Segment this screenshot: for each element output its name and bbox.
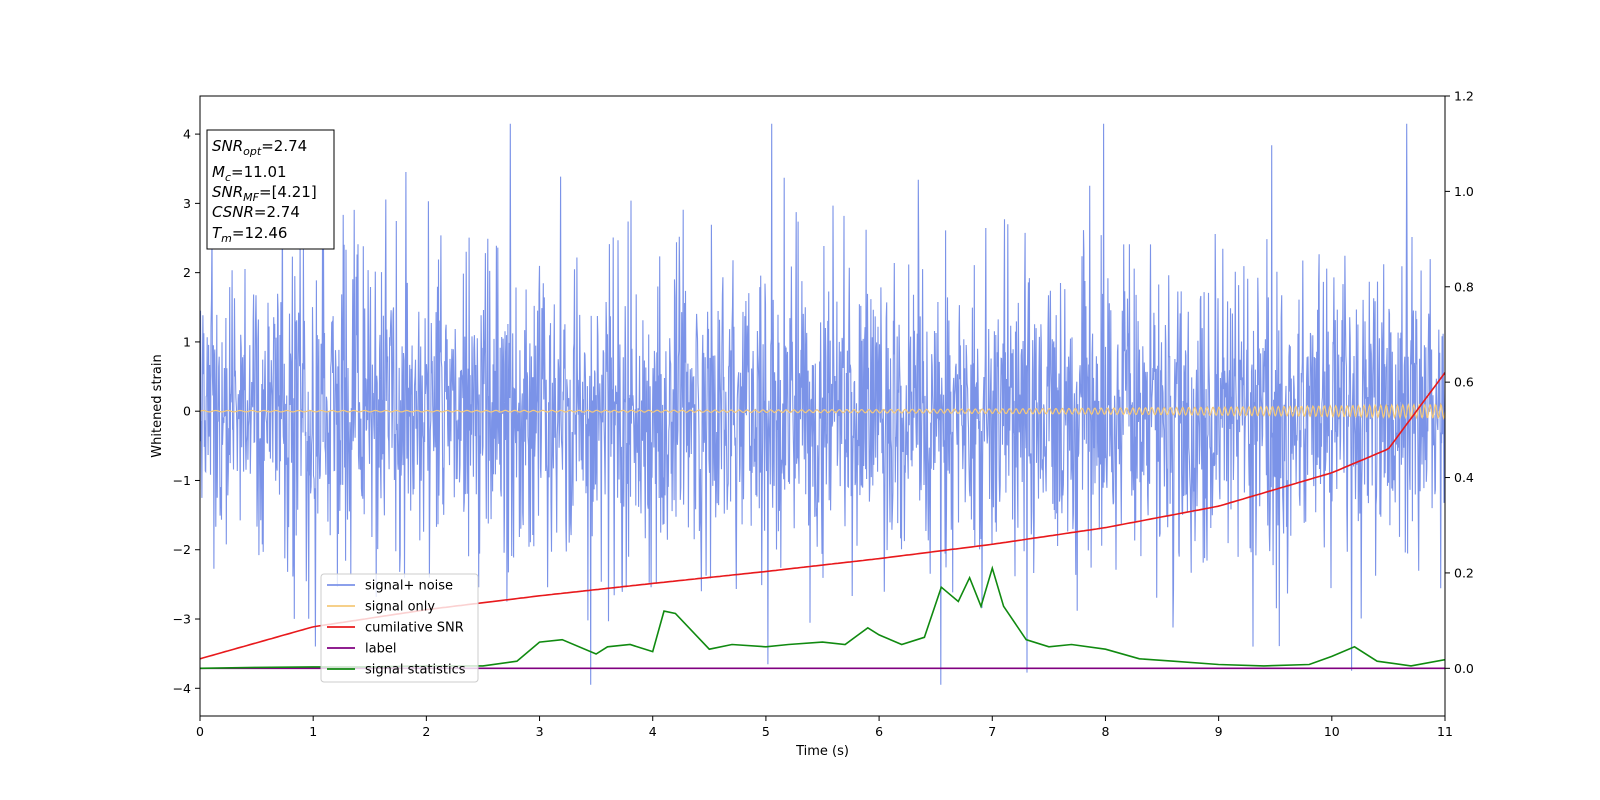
x-tick-label: 1 (309, 724, 317, 739)
x-tick-label: 8 (1101, 724, 1109, 739)
series-signal-noise (200, 123, 1445, 685)
legend-entry: label (365, 642, 396, 657)
x-tick-label: 11 (1437, 724, 1453, 739)
x-axis-label: Time (s) (795, 744, 849, 759)
series-signal-only (200, 402, 1445, 420)
annotation-subscript: opt (243, 145, 262, 158)
annotation-line: SNRMF=[4.21] (212, 183, 317, 204)
y-right-tick-label: 0.8 (1454, 279, 1474, 294)
x-tick-label: 2 (422, 724, 430, 739)
y-left-tick-label: −2 (173, 542, 191, 557)
annotation-value: =[4.21] (259, 183, 317, 201)
x-tick-label: 10 (1324, 724, 1340, 739)
annotation-box-frame (206, 129, 335, 250)
legend-frame (320, 573, 479, 683)
x-tick-label: 6 (875, 724, 883, 739)
y-left-tick-label: −3 (173, 612, 191, 627)
annotation-line: Mc=11.01 (212, 163, 287, 184)
x-tick-label: 0 (196, 724, 204, 739)
annotation-value: =11.01 (231, 163, 287, 181)
y-right-tick-label: 0.2 (1454, 565, 1474, 580)
annotation-box: SNRopt=2.74Mc=11.01SNRMF=[4.21]CSNR=2.74… (206, 129, 335, 250)
y-left-tick-label: 4 (183, 127, 191, 142)
x-tick-label: 4 (649, 724, 657, 739)
y-left-tick-label: −4 (173, 681, 191, 696)
annotation-subscript: MF (243, 191, 259, 204)
ticks-layer: 0 1 2 3 4 5 6 7 8 9 10 11 −4 −3 −2 −1 0 1 2 3 4 0.0 0.2 0.4 0.6 0… (173, 89, 1474, 740)
annotation-line: SNRopt=2.74 (212, 137, 307, 158)
legend-entry: signal only (365, 600, 435, 615)
series-signal-statistics (200, 565, 1445, 670)
plot-frame (199, 95, 1446, 717)
y-left-tick-label: 0 (183, 404, 191, 419)
y-axis-label: Whitened strain (150, 354, 165, 457)
annotation-subscript: c (225, 171, 231, 184)
y-right-tick-label: 1.0 (1454, 184, 1474, 199)
y-left-tick-label: 1 (183, 334, 191, 349)
y-right-tick-label: 1.2 (1454, 89, 1474, 104)
legend: signal+ noise signal only cumilative SNR la… (320, 573, 479, 683)
annotation-line: CSNR=2.74 (212, 203, 300, 221)
x-tick-label: 9 (1215, 724, 1223, 739)
annotation-symbol: M (212, 163, 225, 181)
legend-entry: cumilative SNR (365, 621, 464, 636)
x-tick-label: 5 (762, 724, 770, 739)
annotation-symbol: T (212, 224, 223, 242)
annotation-symbol: SNR (212, 137, 243, 155)
annotation-subscript: m (221, 232, 232, 245)
annotation-value: =2.74 (261, 137, 307, 155)
legend-entry: signal+ noise (365, 579, 453, 594)
y-right-tick-label: 0.0 (1454, 661, 1474, 676)
y-right-tick-label: 0.6 (1454, 375, 1474, 390)
y-right-tick-label: 0.4 (1454, 470, 1474, 485)
annotation-value: =2.74 (254, 203, 300, 221)
annotation-symbol: SNR (212, 183, 243, 201)
annotation-value: =12.46 (232, 224, 288, 242)
y-left-tick-label: −1 (173, 473, 191, 488)
x-tick-label: 7 (988, 724, 996, 739)
x-tick-label: 3 (536, 724, 544, 739)
y-left-tick-label: 2 (183, 265, 191, 280)
annotation-symbol: CSNR (212, 203, 254, 221)
annotation-line: Tm=12.46 (212, 224, 287, 245)
y-left-tick-label: 3 (183, 196, 191, 211)
legend-entry: signal statistics (365, 663, 466, 678)
